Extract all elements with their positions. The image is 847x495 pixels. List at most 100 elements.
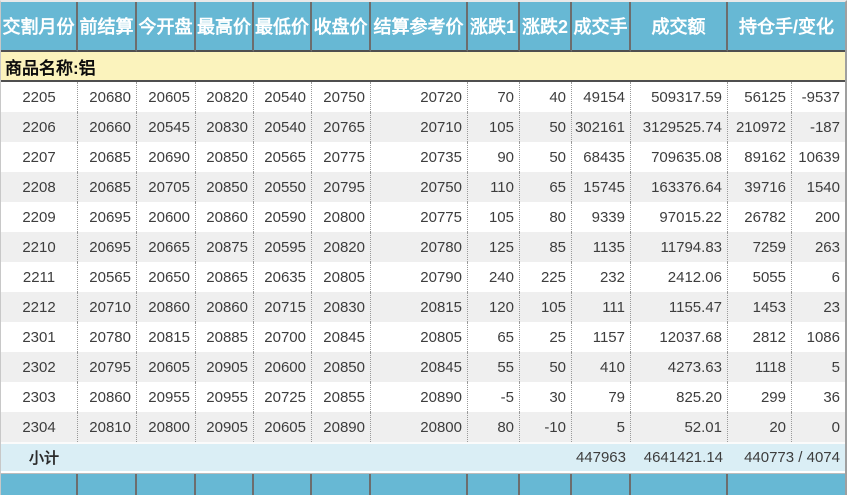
cell-low: 20605: [254, 412, 312, 442]
cell-high: 20885: [196, 322, 254, 352]
cell-close: 20850: [312, 352, 371, 382]
cell-month: 2301: [1, 322, 78, 352]
cell-open: 20705: [137, 172, 196, 202]
subtotal-volume: 447963: [572, 442, 631, 471]
col-header-open: 今开盘: [137, 2, 196, 52]
strip-cell: [137, 474, 196, 495]
col-header-low: 最低价: [254, 2, 312, 52]
cell-change2: 105: [520, 292, 572, 322]
cell-prev-settle: 20810: [78, 412, 137, 442]
table-row: 2302 20795 20605 20905 20600 20850 20845 55 50 41…: [1, 352, 845, 382]
cell-change1: 90: [468, 142, 520, 172]
cell-prev-settle: 20695: [78, 202, 137, 232]
cell-prev-settle: 20565: [78, 262, 137, 292]
cell-oi-change: 6: [831, 268, 840, 286]
cell-volume: 1135: [572, 232, 631, 262]
cell-open: 20605: [137, 82, 196, 112]
next-section-header-strip: [1, 473, 845, 495]
cell-open-interest: 26782: [728, 202, 792, 232]
cell-settle-ref: 20780: [371, 232, 468, 262]
cell-low: 20725: [254, 382, 312, 412]
cell-oi-change: 10639: [798, 148, 840, 166]
cell-turnover: 163376.64: [631, 172, 728, 202]
cell-open: 20800: [137, 412, 196, 442]
cell-high: 20955: [196, 382, 254, 412]
col-header-delivery-month: 交割月份: [1, 2, 78, 52]
cell-high: 20905: [196, 412, 254, 442]
cell-month: 2302: [1, 352, 78, 382]
cell-change2: 40: [520, 82, 572, 112]
cell-volume: 302161: [572, 112, 631, 142]
cell-high: 20865: [196, 262, 254, 292]
table-row: 2210 20695 20665 20875 20595 20820 20780 125 85 1…: [1, 232, 845, 262]
cell-month: 2205: [1, 82, 78, 112]
cell-change2: 85: [520, 232, 572, 262]
cell-low: 20540: [254, 82, 312, 112]
cell-open-interest: 39716: [728, 172, 792, 202]
table-row: 2205 20680 20605 20820 20540 20750 20720 70 40 49…: [1, 82, 845, 112]
col-header-open-interest-change: 持仓手/变化: [728, 2, 845, 52]
cell-volume: 68435: [572, 142, 631, 172]
cell-open-interest: 20: [728, 412, 792, 442]
quote-rows: 商品名称:铝 2205 20680 20605 20820 20540 20750 2072…: [1, 52, 845, 471]
cell-oi-change: 263: [792, 232, 845, 262]
cell-change1: 120: [468, 292, 520, 322]
strip-cell: [196, 474, 254, 495]
cell-prev-settle: 20660: [78, 112, 137, 142]
cell-oi-change: -9537: [801, 88, 840, 106]
col-header-change1: 涨跌1: [468, 2, 520, 52]
cell-open: 20815: [137, 322, 196, 352]
cell-change1: 125: [468, 232, 520, 262]
strip-cell: [371, 474, 468, 495]
table-header: 交割月份 前结算 今开盘 最高价 最低价 收盘价 结算参考价 涨跌1 涨跌2 成…: [1, 2, 845, 52]
cell-open: 20860: [137, 292, 196, 322]
cell-volume: 9339: [572, 202, 631, 232]
cell-open-interest: 2812: [728, 322, 792, 352]
cell-low: 20590: [254, 202, 312, 232]
cell-low: 20565: [254, 142, 312, 172]
cell-close: 20805: [312, 262, 371, 292]
cell-change2: 65: [520, 172, 572, 202]
cell-prev-settle: 20695: [78, 232, 137, 262]
commodity-name-row: 商品名称:铝: [1, 52, 845, 82]
cell-change2: 50: [520, 142, 572, 172]
cell-change2: 225: [520, 262, 572, 292]
cell-open-interest: 7259: [728, 232, 792, 262]
cell-change2: 50: [520, 112, 572, 142]
cell-change1: 80: [468, 412, 520, 442]
cell-turnover: 4273.63: [631, 352, 728, 382]
cell-close: 20830: [312, 292, 371, 322]
cell-settle-ref: 20800: [371, 412, 468, 442]
cell-change2: 25: [520, 322, 572, 352]
cell-open-interest: 1118: [728, 352, 792, 382]
cell-month: 2211: [1, 262, 78, 292]
cell-oi-change: 1540: [792, 172, 845, 202]
cell-change1: 70: [468, 82, 520, 112]
cell-low: 20700: [254, 322, 312, 352]
cell-volume: 5: [572, 412, 631, 442]
cell-close: 20800: [312, 202, 371, 232]
table-row: 2206 20660 20545 20830 20540 20765 20710 105 50 3…: [1, 112, 845, 142]
cell-change1: 240: [468, 262, 520, 292]
table-row: 2209 20695 20600 20860 20590 20800 20775 105 80 9…: [1, 202, 845, 232]
cell-volume: 410: [572, 352, 631, 382]
cell-high: 20850: [196, 172, 254, 202]
strip-cell: [631, 474, 728, 495]
cell-month: 2207: [1, 142, 78, 172]
cell-turnover: 1155.47: [631, 292, 728, 322]
cell-turnover: 97015.22: [631, 202, 728, 232]
col-header-change2: 涨跌2: [520, 2, 572, 52]
cell-change1: 55: [468, 352, 520, 382]
cell-close: 20820: [312, 232, 371, 262]
cell-high: 20850: [196, 142, 254, 172]
col-header-close: 收盘价: [312, 2, 371, 52]
cell-prev-settle: 20860: [78, 382, 137, 412]
table-row: 2301 20780 20815 20885 20700 20845 20805 65 25 11…: [1, 322, 845, 352]
cell-turnover: 825.20: [631, 382, 728, 412]
cell-month: 2209: [1, 202, 78, 232]
cell-change1: -5: [468, 382, 520, 412]
cell-settle-ref: 20720: [371, 82, 468, 112]
commodity-name-label: 商品名称:铝: [1, 52, 845, 82]
cell-oi-change: -187: [792, 112, 845, 142]
cell-open: 20955: [137, 382, 196, 412]
